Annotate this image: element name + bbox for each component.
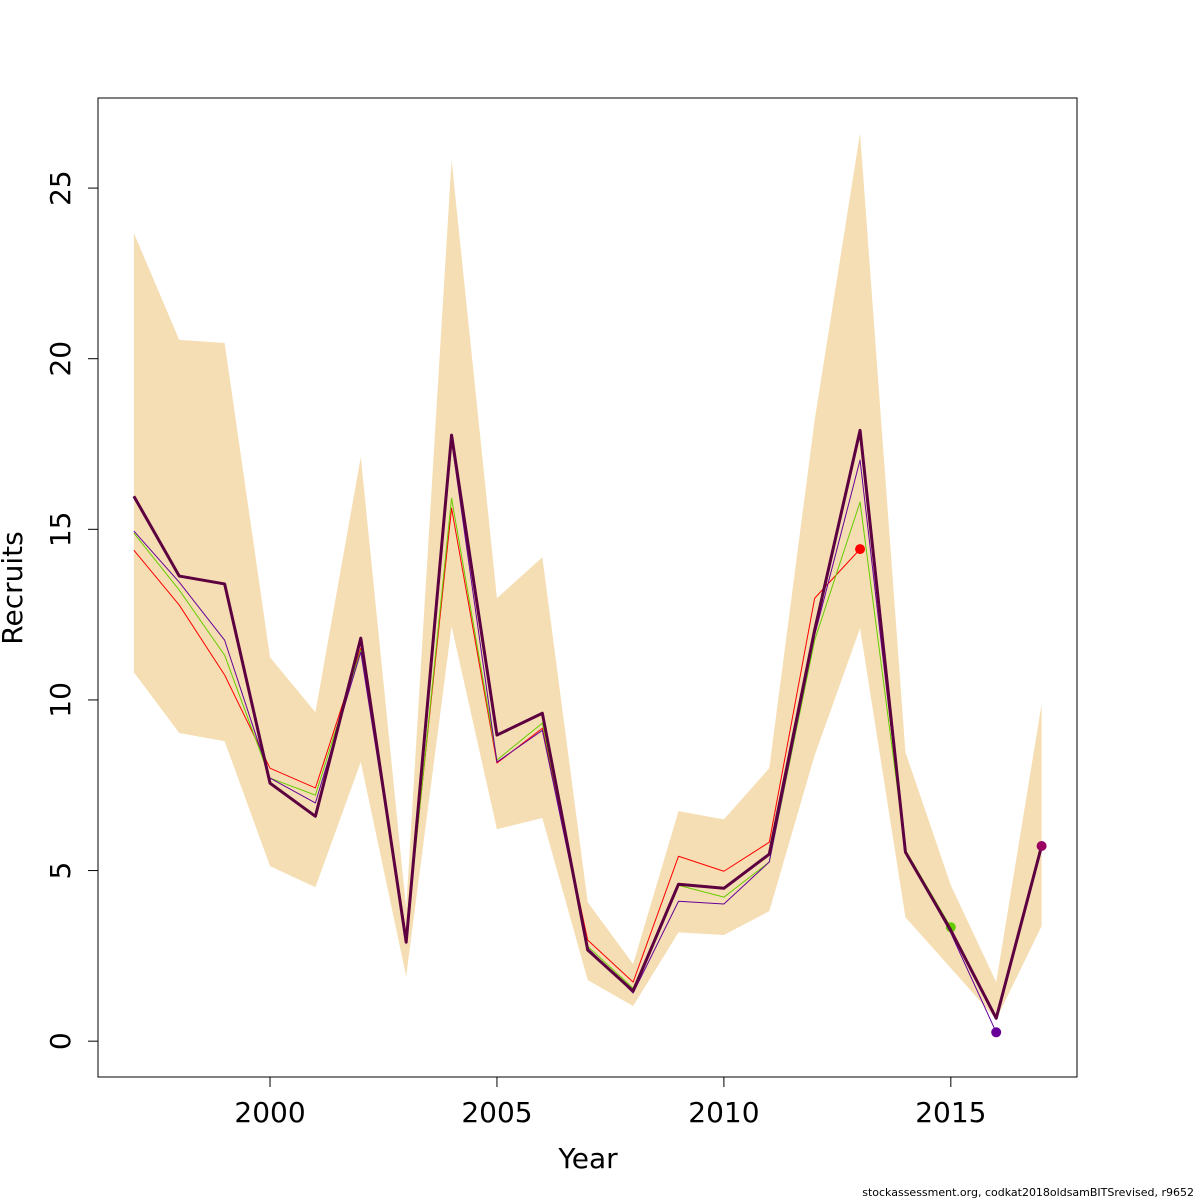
y-tick-label: 15 xyxy=(44,511,77,547)
end-point xyxy=(1036,840,1047,851)
y-tick-label: 25 xyxy=(44,170,77,206)
x-axis-label: Year xyxy=(557,1142,618,1175)
x-tick-label: 2010 xyxy=(688,1096,759,1129)
end-point xyxy=(991,1027,1002,1038)
x-tick-label: 2005 xyxy=(461,1096,532,1129)
confidence-band xyxy=(133,133,1042,1020)
y-tick-label: 0 xyxy=(44,1032,77,1050)
y-tick-label: 20 xyxy=(44,341,77,377)
y-tick-label: 10 xyxy=(44,682,77,718)
y-axis-label: Recruits xyxy=(0,531,29,644)
x-tick-label: 2000 xyxy=(234,1096,305,1129)
end-point xyxy=(855,544,866,555)
y-tick-label: 5 xyxy=(44,862,77,880)
x-tick-label: 2015 xyxy=(915,1096,986,1129)
series-line xyxy=(132,428,1044,1020)
footer: stockassessment.org, codkat2018oldsamBIT… xyxy=(862,1186,1194,1199)
plot-frame xyxy=(97,97,1078,1078)
